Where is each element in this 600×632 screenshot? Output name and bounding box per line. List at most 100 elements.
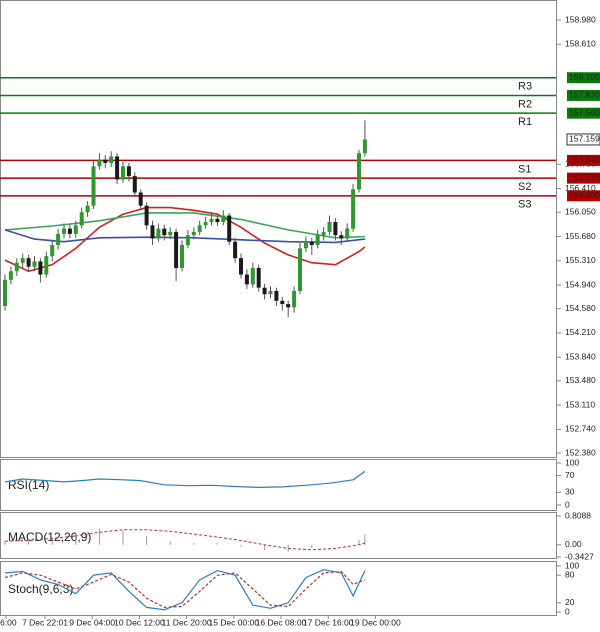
- y-tick-label: 0.8088: [565, 510, 591, 520]
- y-tick-label: 30: [565, 487, 575, 497]
- main-pane-frame: [0, 0, 557, 458]
- level-name: R3: [518, 81, 532, 93]
- level-label: 157.560: [569, 107, 600, 117]
- candle-body: [97, 159, 102, 167]
- candle-body: [174, 231, 179, 268]
- candle-body: [126, 166, 131, 177]
- y-tick-label: 154.580: [565, 303, 596, 313]
- candle-body: [250, 267, 255, 285]
- macd-pane-frame: [0, 512, 557, 559]
- level-box: [567, 154, 600, 166]
- candle-body: [109, 156, 114, 164]
- moving-average: [4, 206, 366, 273]
- level-label: 156.570: [569, 172, 600, 182]
- candle-body: [233, 241, 238, 259]
- y-tick-label: 100: [565, 457, 579, 467]
- signal-line: [4, 529, 366, 551]
- candle-body: [357, 153, 361, 190]
- x-tick-label: 10 Dec 12:00: [114, 617, 165, 627]
- level-box: [567, 172, 600, 184]
- y-tick-label: 0: [565, 606, 570, 616]
- candle-body: [156, 228, 161, 239]
- candle-body: [286, 304, 291, 308]
- candle-body: [362, 139, 367, 154]
- y-tick-label: 156.050: [565, 206, 596, 216]
- y-tick-label: 153.840: [565, 351, 596, 361]
- candle-body: [168, 231, 173, 236]
- candle-body: [73, 225, 78, 234]
- candle-body: [221, 215, 226, 223]
- y-tick-label: 20: [565, 597, 575, 607]
- candle-body: [62, 228, 66, 234]
- x-tick-label: 9 Dec 04:00: [69, 617, 115, 627]
- candle-body: [121, 166, 125, 180]
- y-tick-label: 155.680: [565, 231, 596, 241]
- y-tick-label: 152.740: [565, 424, 596, 434]
- candle-body: [132, 176, 137, 193]
- candle-body: [67, 228, 72, 234]
- candle-body: [262, 287, 267, 295]
- candle-body: [227, 215, 232, 242]
- y-tick-label: 152.380: [565, 447, 596, 457]
- y-tick-label: 100: [565, 560, 579, 570]
- y-tick-label: 154.210: [565, 327, 596, 337]
- candle-body: [162, 228, 167, 236]
- y-tick-label: -0.3427: [565, 551, 594, 561]
- rsi-pane-frame: [0, 459, 557, 511]
- y-tick-label: 153.110: [565, 399, 595, 409]
- candle-body: [256, 267, 261, 288]
- candle-body: [298, 248, 302, 291]
- candle-body: [333, 222, 338, 236]
- level-label: 156.300: [569, 190, 600, 200]
- current-price-label: 157.159: [569, 134, 600, 144]
- level-label: 158.100: [569, 72, 600, 82]
- level-label: 156.840: [569, 155, 600, 165]
- candle-body: [3, 279, 7, 307]
- candle-body: [32, 261, 37, 267]
- y-tick-label: 158.610: [565, 39, 596, 49]
- indicator-line: [4, 470, 366, 489]
- x-tick-label: 17 Dec 16:00: [303, 617, 354, 627]
- level-box: [567, 89, 600, 101]
- candle-body: [274, 290, 279, 301]
- level-name: S1: [518, 163, 531, 175]
- current-price-box: [566, 133, 600, 146]
- rsi-title: RSI(14): [8, 478, 49, 492]
- candle-body: [309, 241, 314, 246]
- candle-body: [191, 231, 196, 236]
- candle-body: [215, 218, 220, 223]
- y-tick-label: 158.980: [565, 14, 596, 24]
- candle-body: [85, 205, 90, 213]
- candle-body: [38, 261, 43, 275]
- candle-body: [14, 262, 19, 272]
- level-box: [567, 190, 600, 202]
- x-tick-label: 15 Dec 00:00: [209, 617, 260, 627]
- y-tick-label: 70: [565, 470, 575, 480]
- candle-body: [339, 235, 344, 239]
- y-tick-label: 153.480: [565, 375, 596, 385]
- candle-body: [351, 189, 356, 229]
- candle-body: [79, 212, 84, 226]
- candle-body: [8, 271, 13, 280]
- candle-body: [321, 231, 326, 236]
- y-tick-label: 0: [565, 499, 570, 509]
- indicator-line: [4, 570, 366, 609]
- candle-body: [144, 205, 149, 226]
- candle-body: [180, 245, 184, 268]
- level-box: [567, 72, 600, 84]
- candle-body: [56, 233, 61, 246]
- candle-body: [150, 225, 155, 239]
- candle-body: [244, 274, 249, 285]
- candle-body: [209, 218, 214, 223]
- level-name: S3: [518, 199, 531, 211]
- candle-body: [185, 235, 190, 246]
- candle-body: [138, 192, 143, 206]
- candle-body: [345, 228, 350, 239]
- candle-body: [327, 222, 332, 232]
- y-tick-label: 80: [565, 569, 575, 579]
- y-tick-label: 155.310: [565, 255, 596, 265]
- candle-body: [315, 235, 320, 246]
- x-tick-label: 11 Dec 20:00: [162, 617, 212, 627]
- candle-body: [280, 300, 285, 305]
- candle-body: [239, 258, 243, 275]
